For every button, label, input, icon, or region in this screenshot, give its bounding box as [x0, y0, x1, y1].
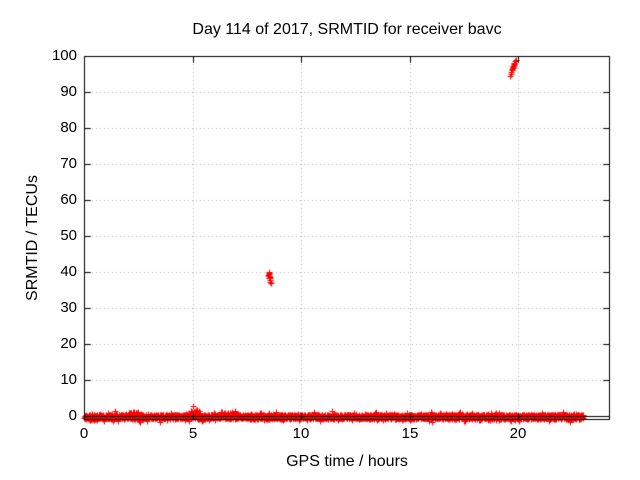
x-tick-label: 20 [509, 425, 527, 442]
y-tick-label: 20 [60, 335, 77, 352]
x-tick-label: 5 [188, 425, 198, 442]
y-tick-label: 100 [51, 47, 77, 64]
y-tick-label: 50 [60, 227, 77, 244]
y-tick-label: 70 [60, 155, 77, 172]
x-tick-label: 10 [292, 425, 310, 442]
y-tick-label: 0 [68, 407, 77, 424]
x-tick-label: 15 [401, 425, 419, 442]
x-tick-label: 0 [79, 425, 89, 442]
y-tick-label: 30 [60, 299, 77, 316]
y-tick-label: 40 [60, 263, 77, 280]
x-axis-label: GPS time / hours [286, 453, 408, 470]
y-tick-label: 60 [60, 191, 77, 208]
y-tick-label: 10 [60, 371, 77, 388]
y-tick-label: 90 [60, 83, 77, 100]
y-tick-label: 80 [60, 119, 77, 136]
chart-title: Day 114 of 2017, SRMTID for receiver bav… [192, 21, 502, 38]
